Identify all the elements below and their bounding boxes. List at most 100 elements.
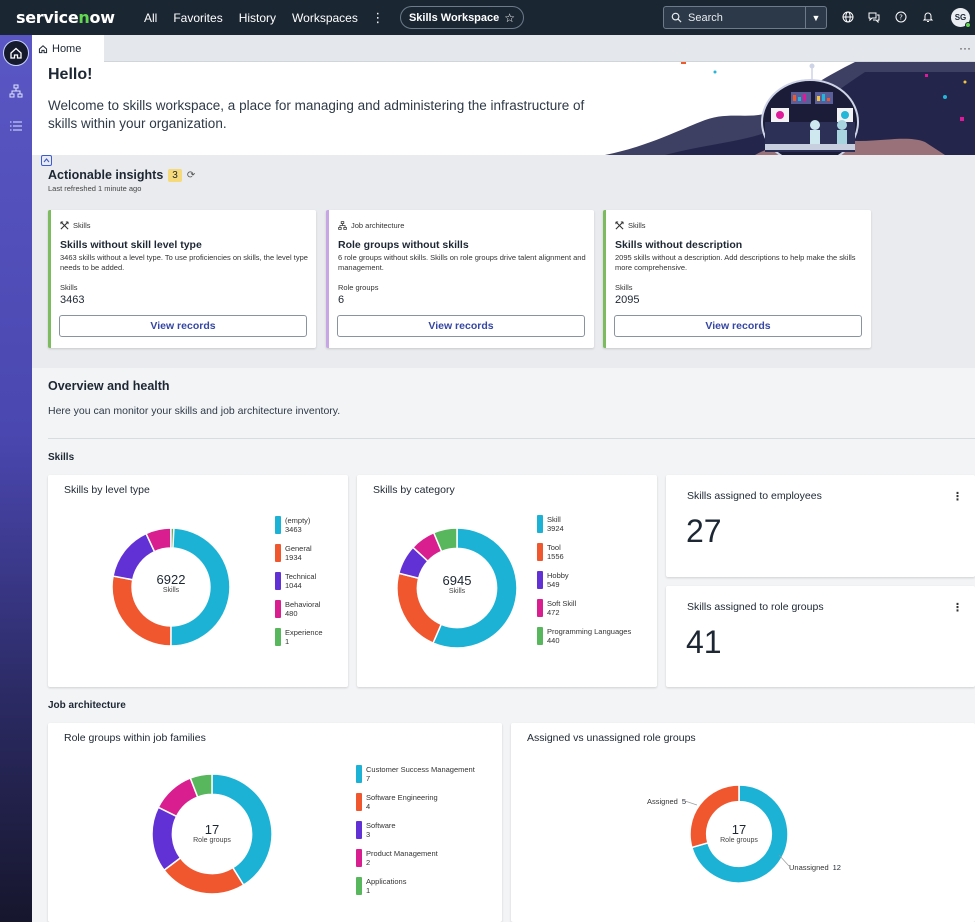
legend-label: Software [366,821,396,830]
chart-legend: (empty) 3463 General 1934 Technical 1044 Behav… [275,516,345,656]
nav-all[interactable]: All [144,10,158,25]
view-records-button[interactable]: View records [59,315,307,337]
legend-item[interactable]: Software 3 [356,821,496,849]
star-icon[interactable]: ☆ [504,10,516,25]
insight-metric-label: Role groups [338,283,379,292]
donut-slice-software-engineering[interactable] [163,856,245,895]
donut-slice-programming-languages[interactable] [432,527,458,553]
donut-center: 6945 Skills [417,573,497,595]
donut-chart[interactable] [151,773,273,895]
view-records-button[interactable]: View records [614,315,862,337]
insight-description: 6 role groups without skills. Skills on … [338,253,586,272]
insight-category: Job architecture [338,221,404,230]
legend-text: Programming Languages 440 [547,627,631,655]
legend-label: Customer Success Management [366,765,475,774]
legend-item[interactable]: Product Management 2 [356,849,496,877]
more-options-icon[interactable]: ⋮ [952,491,963,503]
legend-item[interactable]: Experience 1 [275,628,345,656]
legend-text: Tool 1556 [547,543,564,571]
nav-more-icon[interactable]: ⋮ [371,9,385,25]
donut-slice-skill[interactable] [432,527,518,649]
legend-value: 3 [366,830,371,839]
insight-category: Skills [60,221,91,230]
legend-item[interactable]: Hobby 549 [537,571,652,599]
servicenow-logo[interactable]: servicenow [16,8,115,27]
legend-item[interactable]: Behavioral 480 [275,600,345,628]
chart-legend: Customer Success Management 7 Software Eng… [356,765,496,911]
workspace-pill[interactable]: Skills Workspace ☆ [400,6,524,29]
legend-swatch [275,572,281,590]
legend-item[interactable]: Applications 1 [356,877,496,905]
donut-slice-experience[interactable] [170,527,175,549]
legend-item[interactable]: Skill 3924 [537,515,652,543]
nav-history[interactable]: History [238,10,277,25]
avatar-initials: SG [954,13,967,22]
legend-item[interactable]: Customer Success Management 7 [356,765,496,793]
legend-label: General [285,544,312,553]
more-options-icon[interactable]: ⋮ [952,602,963,614]
tab-overflow-icon[interactable]: ··· [959,41,971,55]
sidebar-home-button[interactable] [3,40,29,66]
donut-chart[interactable] [396,527,518,649]
kpi-value[interactable]: 27 [686,513,722,549]
search-input[interactable]: Search [688,11,723,24]
sidebar-hierarchy-button[interactable] [3,78,29,104]
legend-text: Skill 3924 [547,515,564,543]
donut-chart[interactable] [689,784,789,884]
legend-swatch [275,600,281,618]
nav-workspaces[interactable]: Workspaces [292,10,358,25]
donut-center: 6922 Skills [131,572,211,594]
donut-slice-assigned[interactable] [689,784,740,849]
nav-favorites[interactable]: Favorites [173,10,223,25]
search-dropdown-icon[interactable]: ▼ [805,7,826,28]
donut-slice-applications[interactable] [189,773,213,799]
kpi-panel-skills-to-role-groups: Skills assigned to role groups ⋮ 41 [666,586,975,687]
insight-metric-value: 6 [338,294,345,306]
donut-slice-unassigned[interactable] [690,784,789,884]
insight-title: Skills without skill level type [60,239,202,251]
insight-title: Skills without description [615,239,743,251]
insight-metric-value: 3463 [60,294,85,306]
view-records-button[interactable]: View records [337,315,585,337]
donut-center-label: Role groups [720,837,758,844]
legend-item[interactable]: Technical 1044 [275,572,345,600]
kpi-value[interactable]: 41 [686,624,722,660]
legend-swatch [275,516,281,534]
legend-item[interactable]: Tool 1556 [537,543,652,571]
user-avatar[interactable]: SG [951,8,971,28]
legend-item[interactable]: Software Engineering 4 [356,793,496,821]
sidebar-list-button[interactable] [3,113,29,139]
left-sidebar [0,35,32,922]
collapse-chevron-icon[interactable] [41,155,52,166]
donut-center: 17 Role groups [699,822,779,844]
tab-home[interactable]: Home [32,35,104,62]
legend-text: Hobby 549 [547,571,569,599]
globe-icon[interactable] [841,10,855,24]
help-icon[interactable]: ? [894,10,908,24]
chart-panel-skills-by-category: Skills by category 6945 Skills Skill 3924… [357,475,657,687]
notifications-bell-icon[interactable] [921,10,935,24]
search-icon [664,12,688,23]
legend-value: 4 [366,802,371,811]
welcome-banner: Hello! Welcome to skills workspace, a pl… [32,62,975,155]
legend-label: Hobby [547,571,569,580]
legend-item[interactable]: Soft Skill 472 [537,599,652,627]
skills-section-label: Skills [48,452,75,463]
svg-text:?: ? [899,14,903,22]
chat-icon[interactable] [867,10,881,24]
legend-swatch [356,793,362,811]
legend-item[interactable]: (empty) 3463 [275,516,345,544]
legend-item[interactable]: General 1934 [275,544,345,572]
refresh-icon[interactable]: ⟳ [186,169,196,181]
donut-slice--empty-[interactable] [170,527,231,647]
legend-swatch [275,628,281,646]
legend-swatch [537,515,543,533]
donut-chart[interactable] [111,527,231,647]
insight-description: 2095 skills without a description. Add d… [615,253,856,272]
legend-swatch [356,765,362,783]
legend-swatch [356,877,362,895]
page-title: Hello! [48,66,93,83]
donut-slice-customer-success-management[interactable] [211,773,273,887]
legend-item[interactable]: Programming Languages 440 [537,627,652,655]
global-search[interactable]: Search ▼ [663,6,827,29]
